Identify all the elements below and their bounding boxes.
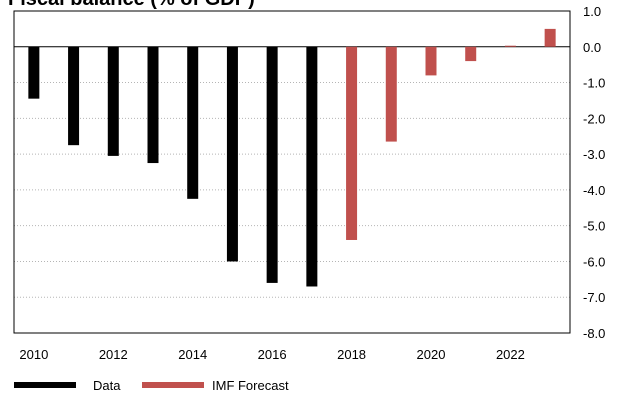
x-tick-label: 2020 [417, 347, 446, 362]
bar [266, 46, 278, 283]
bar [147, 46, 159, 164]
y-tick-label: -6.0 [583, 254, 605, 269]
legend-label: Data [93, 378, 121, 393]
legend-swatch [14, 382, 76, 388]
bar [465, 46, 477, 62]
bar [187, 46, 199, 199]
bar [28, 46, 40, 99]
bar [385, 46, 397, 142]
gridlines [14, 46, 570, 298]
y-tick-label: -2.0 [583, 111, 605, 126]
y-axis-ticks: 1.0 0.0 -1.0 -2.0 -3.0 -4.0 -5.0 -6.0 -7.0 -8.0 [583, 4, 605, 341]
x-tick-label: 2012 [99, 347, 128, 362]
y-tick-label: -4.0 [583, 183, 605, 198]
bar [504, 45, 516, 47]
bar [306, 46, 318, 287]
legend-swatch [142, 382, 204, 388]
y-tick-label: -1.0 [583, 76, 605, 91]
y-tick-label: 1.0 [583, 4, 601, 19]
chart-title: Fiscal balance (% of GDP) [8, 0, 255, 10]
bar [425, 46, 437, 76]
x-tick-label: 2014 [178, 347, 207, 362]
x-tick-label: 2018 [337, 347, 366, 362]
y-tick-label: -5.0 [583, 219, 605, 234]
plot-area-frame [13, 10, 571, 334]
y-tick-label: -8.0 [583, 326, 605, 341]
x-axis-ticks: 2010 2012 2014 2016 2018 2020 2022 [19, 347, 524, 362]
legend-label: IMF Forecast [212, 378, 289, 393]
x-tick-label: 2010 [19, 347, 48, 362]
bars [28, 28, 556, 287]
y-tick-label: -3.0 [583, 147, 605, 162]
bar [107, 46, 119, 156]
bar [226, 46, 238, 262]
bar [68, 46, 80, 146]
y-tick-label: 0.0 [583, 40, 601, 55]
bar [346, 46, 358, 240]
y-tick-label: -7.0 [583, 290, 605, 305]
legend: Data IMF Forecast [14, 378, 289, 393]
x-tick-label: 2016 [258, 347, 287, 362]
bar [544, 28, 556, 47]
x-tick-label: 2022 [496, 347, 525, 362]
